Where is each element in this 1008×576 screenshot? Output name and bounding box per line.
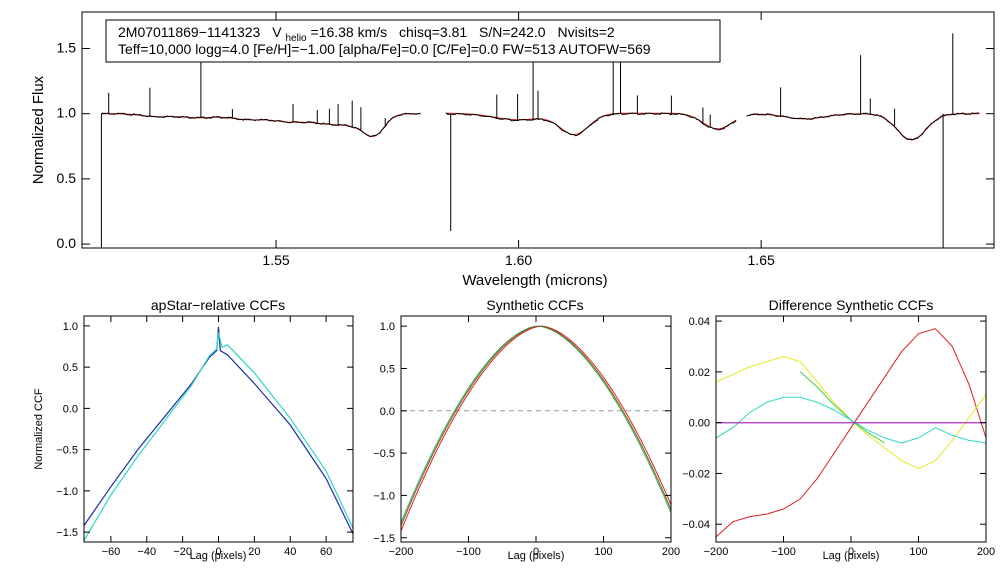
difference-ccf-line-difference-red (715, 328, 987, 538)
synthetic-ccf-x-tick-label: 100 (594, 546, 612, 558)
synthetic-ccf-y-tick-label: −1.0 (373, 490, 395, 502)
legend-nvisits: Nvisits=2 (558, 24, 615, 40)
apstar-ccf-x-tick-label: 40 (284, 546, 296, 558)
spectrum-ticks: 1.55 1.60 1.65 0.0 0.5 1.0 1.5 (57, 12, 994, 268)
apstar-ccf-x-tick-label: −40 (137, 546, 156, 558)
synthetic-ccf-title: Synthetic CCFs (486, 297, 583, 313)
spectrum-data-layer (100, 33, 980, 248)
spectrum-synthetic-fit-line (101, 113, 421, 138)
legend-star-id: 2M07011869−1141323 (118, 24, 261, 40)
spectrum-legend-box (105, 19, 721, 63)
spectrum-x-tick-label: 1.60 (505, 252, 532, 268)
apstar-ccf-y-tick-label: 0.5 (63, 362, 78, 374)
difference-ccf-x-tick-label: −200 (704, 546, 729, 558)
synthetic-ccf-y-tick-label: −1.5 (373, 533, 395, 545)
apstar-ccf-x-axis-label: Lag (pixels) (190, 550, 247, 562)
synthetic-ccf-y-tick-label: 1.0 (380, 321, 395, 333)
spectrum-observed-line (101, 112, 421, 137)
difference-ccf-line-difference-yellow (715, 356, 987, 469)
difference-ccf-ticks: −200 −100 0 100 200 −0.04 −0.02 0.00 0.02 0.04 (682, 316, 995, 558)
synthetic-ccf-x-tick-label: −200 (389, 546, 414, 558)
difference-ccf-x-tick-label: −100 (771, 546, 796, 558)
apstar-ccf-x-tick-label: 0 (215, 546, 221, 558)
synthetic-ccf-plot: Synthetic CCFs −200 −100 0 100 200 −1.5 −1.0 −0… (373, 297, 680, 562)
synthetic-ccf-x-axis-label: Lag (pixels) (508, 550, 565, 562)
apstar-ccf-y-tick-label: −1.5 (56, 527, 78, 539)
apstar-ccf-y-tick-label: 0.0 (63, 403, 78, 415)
difference-ccf-plot: Difference Synthetic CCFs −200 −100 0 100 20… (682, 297, 995, 562)
spectrum-y-tick-label: 0.5 (57, 170, 77, 186)
synthetic-ccf-y-tick-label: 0.5 (380, 363, 395, 375)
legend-chisq: chisq=3.81 (399, 24, 467, 40)
spectrum-observed-line (445, 112, 737, 137)
spectrum-x-tick-label: 1.65 (748, 252, 775, 268)
legend-vhelio-subscript: helio (285, 33, 307, 44)
apstar-ccf-line-visit-2 (83, 332, 354, 541)
synthetic-ccf-x-tick-label: −100 (456, 546, 481, 558)
difference-ccf-line-difference-green (800, 371, 886, 444)
spectrum-x-tick-label: 1.55 (262, 252, 289, 268)
synthetic-ccf-line-synthetic-CCF-1 (400, 325, 672, 532)
synthetic-ccf-y-tick-label: −0.5 (373, 448, 395, 460)
apstar-ccf-x-tick-label: −60 (102, 546, 121, 558)
synthetic-ccf-x-tick-label: 200 (662, 546, 680, 558)
spectrum-legend-line-2: Teff=10,000 logg=4.0 [Fe/H]=−1.00 [alpha… (118, 41, 651, 57)
spectrum-x-axis-label: Wavelength (microns) (462, 272, 607, 289)
difference-ccf-x-axis-label: Lag (pixels) (823, 550, 880, 562)
spectrum-plot-frame (81, 11, 995, 249)
difference-ccf-x-tick-label: 200 (977, 546, 995, 558)
apstar-ccf-data-layer (83, 326, 354, 541)
synthetic-ccf-frame (400, 315, 672, 543)
spectrum-legend-line-1: 2M07011869−1141323 V helio =16.38 km/s c… (118, 24, 615, 44)
difference-ccf-frame (715, 315, 987, 543)
apstar-ccf-y-tick-label: −1.0 (56, 486, 78, 498)
apstar-ccf-frame (83, 315, 354, 543)
difference-ccf-line-difference-cyan (715, 396, 987, 444)
synthetic-ccf-ticks: −200 −100 0 100 200 −1.5 −1.0 −0.5 0.0 0.5 1.0 (373, 316, 680, 558)
legend-vhelio-prefix: V (272, 24, 282, 40)
synthetic-ccf-data-layer (400, 325, 672, 532)
legend-snr: S/N=242.0 (479, 24, 546, 40)
spectrum-synthetic-fit-line (746, 113, 980, 141)
apstar-ccf-title: apStar−relative CCFs (151, 297, 285, 313)
synthetic-ccf-y-tick-label: 0.0 (380, 406, 395, 418)
difference-ccf-x-tick-label: 0 (848, 546, 854, 558)
synthetic-ccf-line-synthetic-CCF-3 (400, 325, 672, 527)
spectrum-y-tick-label: 1.0 (57, 105, 77, 121)
difference-ccf-title: Difference Synthetic CCFs (769, 297, 934, 313)
spectrum-legend: 2M07011869−1141323 V helio =16.38 km/s c… (105, 19, 721, 63)
apstar-ccf-plot: apStar−relative CCFs −60 −40 −20 0 20 40 60 −1.… (33, 297, 354, 562)
difference-ccf-y-tick-label: 0.00 (689, 418, 710, 430)
difference-ccf-y-tick-label: −0.02 (682, 468, 710, 480)
spectrum-y-tick-label: 1.5 (57, 40, 77, 56)
apstar-ccf-x-tick-label: −20 (173, 546, 192, 558)
apstar-ccf-line-visit-1 (83, 326, 354, 535)
synthetic-ccf-x-tick-label: 0 (533, 546, 539, 558)
spectrum-plot: 1.55 1.60 1.65 0.0 0.5 1.0 1.5 Wavelength (mic… (30, 11, 995, 289)
apstar-ccf-y-tick-label: −0.5 (56, 445, 78, 457)
apstar-ccf-x-tick-label: 60 (320, 546, 332, 558)
spectrum-y-tick-label: 0.0 (57, 235, 77, 251)
apstar-ccf-y-axis-label: Normalized CCF (33, 388, 45, 470)
spectrum-series (100, 33, 980, 248)
difference-ccf-data-layer (715, 328, 987, 538)
difference-ccf-y-tick-label: −0.04 (682, 519, 710, 531)
spectrum-y-axis-label: Normalized Flux (30, 75, 47, 184)
apstar-ccf-x-tick-label: 20 (248, 546, 260, 558)
difference-ccf-y-tick-label: 0.04 (689, 316, 710, 328)
spectrum-observed-line (746, 112, 980, 141)
apstar-ccf-ticks: −60 −40 −20 0 20 40 60 −1.5 −1.0 −0.5 0.0 0.5 1.0 (56, 316, 353, 558)
apstar-ccf-y-tick-label: 1.0 (63, 321, 78, 333)
difference-ccf-y-tick-label: 0.02 (689, 367, 710, 379)
legend-vhelio-value: =16.38 km/s (311, 24, 388, 40)
difference-ccf-x-tick-label: 100 (909, 546, 927, 558)
